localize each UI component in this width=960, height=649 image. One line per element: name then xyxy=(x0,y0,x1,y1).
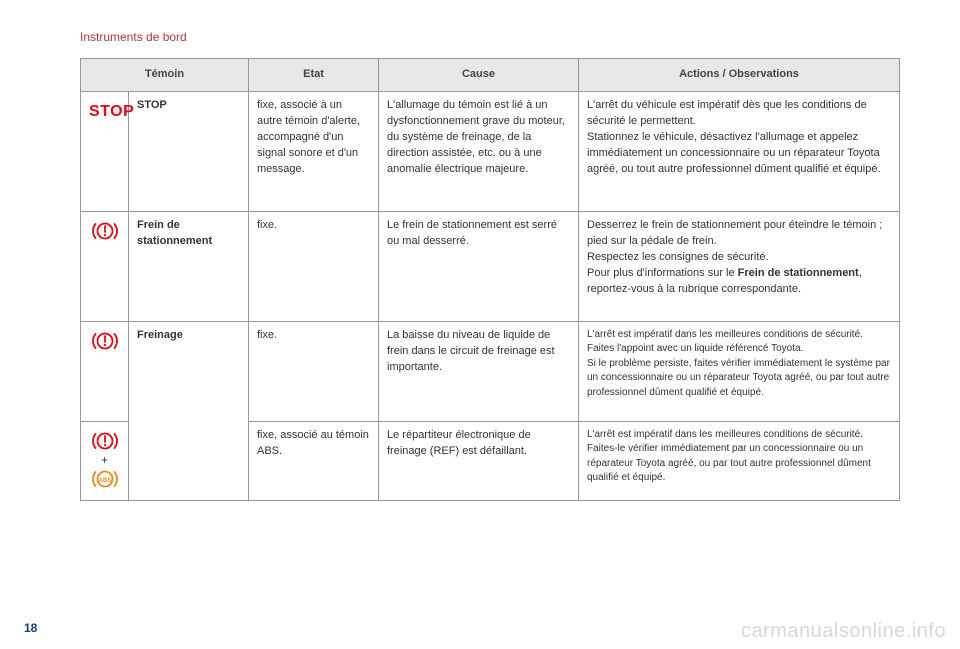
actions-text-bold: Frein de stationnement xyxy=(738,267,859,279)
actions-cell: L'arrêt est impératif dans les meilleure… xyxy=(579,421,900,500)
actions-cell: L'arrêt du véhicule est impératif dès qu… xyxy=(579,91,900,211)
etat-cell: fixe, associé à un autre témoin d'alerte… xyxy=(249,91,379,211)
warning-lights-table: Témoin Etat Cause Actions / Observations… xyxy=(80,58,900,501)
cause-cell: Le frein de stationnement est serré ou m… xyxy=(379,211,579,321)
table-row: Frein de stationnement fixe. Le frein de… xyxy=(81,211,900,321)
section-title: Instruments de bord xyxy=(80,30,900,44)
brake-warning-icon xyxy=(90,220,120,242)
cause-cell: La baisse du niveau de liquide de frein … xyxy=(379,321,579,421)
table-header-row: Témoin Etat Cause Actions / Observations xyxy=(81,59,900,92)
stop-icon: STOP xyxy=(89,103,134,120)
cause-cell: Le répartiteur électronique de freinage … xyxy=(379,421,579,500)
temoin-cell: Freinage xyxy=(129,321,249,500)
icon-cell-parking-brake xyxy=(81,211,129,321)
table-row: Freinage fixe. La baisse du niveau de li… xyxy=(81,321,900,421)
brake-plus-abs-icon: + ABS xyxy=(89,430,120,490)
actions-cell: Desserrez le frein de stationnement pour… xyxy=(579,211,900,321)
etat-cell: fixe. xyxy=(249,321,379,421)
page-number: 18 xyxy=(24,621,37,635)
icon-cell-braking xyxy=(81,321,129,421)
col-header-cause: Cause xyxy=(379,59,579,92)
temoin-cell: STOP xyxy=(129,91,249,211)
cause-cell: L'allumage du témoin est lié à un dysfon… xyxy=(379,91,579,211)
icon-cell-braking-abs: + ABS xyxy=(81,421,129,500)
icon-cell-stop: STOP xyxy=(81,91,129,211)
brake-warning-icon xyxy=(90,330,120,352)
svg-text:ABS: ABS xyxy=(98,478,111,484)
table-row: STOP STOP fixe, associé à un autre témoi… xyxy=(81,91,900,211)
col-header-temoin: Témoin xyxy=(81,59,249,92)
page: Instruments de bord Témoin Etat Cause Ac… xyxy=(0,0,960,531)
watermark: carmanualsonline.info xyxy=(741,620,946,643)
abs-warning-icon: ABS xyxy=(90,468,120,490)
etat-cell: fixe. xyxy=(249,211,379,321)
temoin-cell: Frein de stationnement xyxy=(129,211,249,321)
plus-icon: + xyxy=(101,454,108,466)
col-header-etat: Etat xyxy=(249,59,379,92)
brake-warning-icon xyxy=(90,430,120,452)
col-header-actions: Actions / Observations xyxy=(579,59,900,92)
etat-cell: fixe, associé au témoin ABS. xyxy=(249,421,379,500)
actions-cell: L'arrêt est impératif dans les meilleure… xyxy=(579,321,900,421)
